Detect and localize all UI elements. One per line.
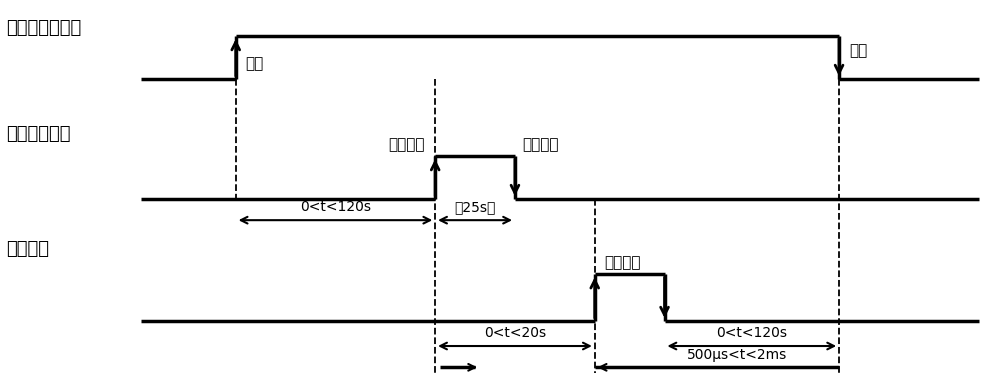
- Text: 触发信号: 触发信号: [6, 239, 49, 257]
- Text: 触发电平: 触发电平: [605, 255, 641, 271]
- Text: 开始充电: 开始充电: [389, 137, 425, 152]
- Text: 0<t<20s: 0<t<20s: [484, 326, 546, 340]
- Text: 0<t<120s: 0<t<120s: [716, 326, 787, 340]
- Text: 500μs<t<2ms: 500μs<t<2ms: [687, 347, 787, 362]
- Text: 电容充电信号: 电容充电信号: [6, 125, 71, 143]
- Text: 充电结束: 充电结束: [522, 137, 558, 152]
- Text: 上电: 上电: [246, 57, 264, 71]
- Text: 断电: 断电: [849, 44, 867, 58]
- Text: 蓄电池供电信号: 蓄电池供电信号: [6, 19, 82, 37]
- Text: 0<t<120s: 0<t<120s: [300, 200, 371, 215]
- Text: ＜25s＞: ＜25s＞: [454, 200, 496, 215]
